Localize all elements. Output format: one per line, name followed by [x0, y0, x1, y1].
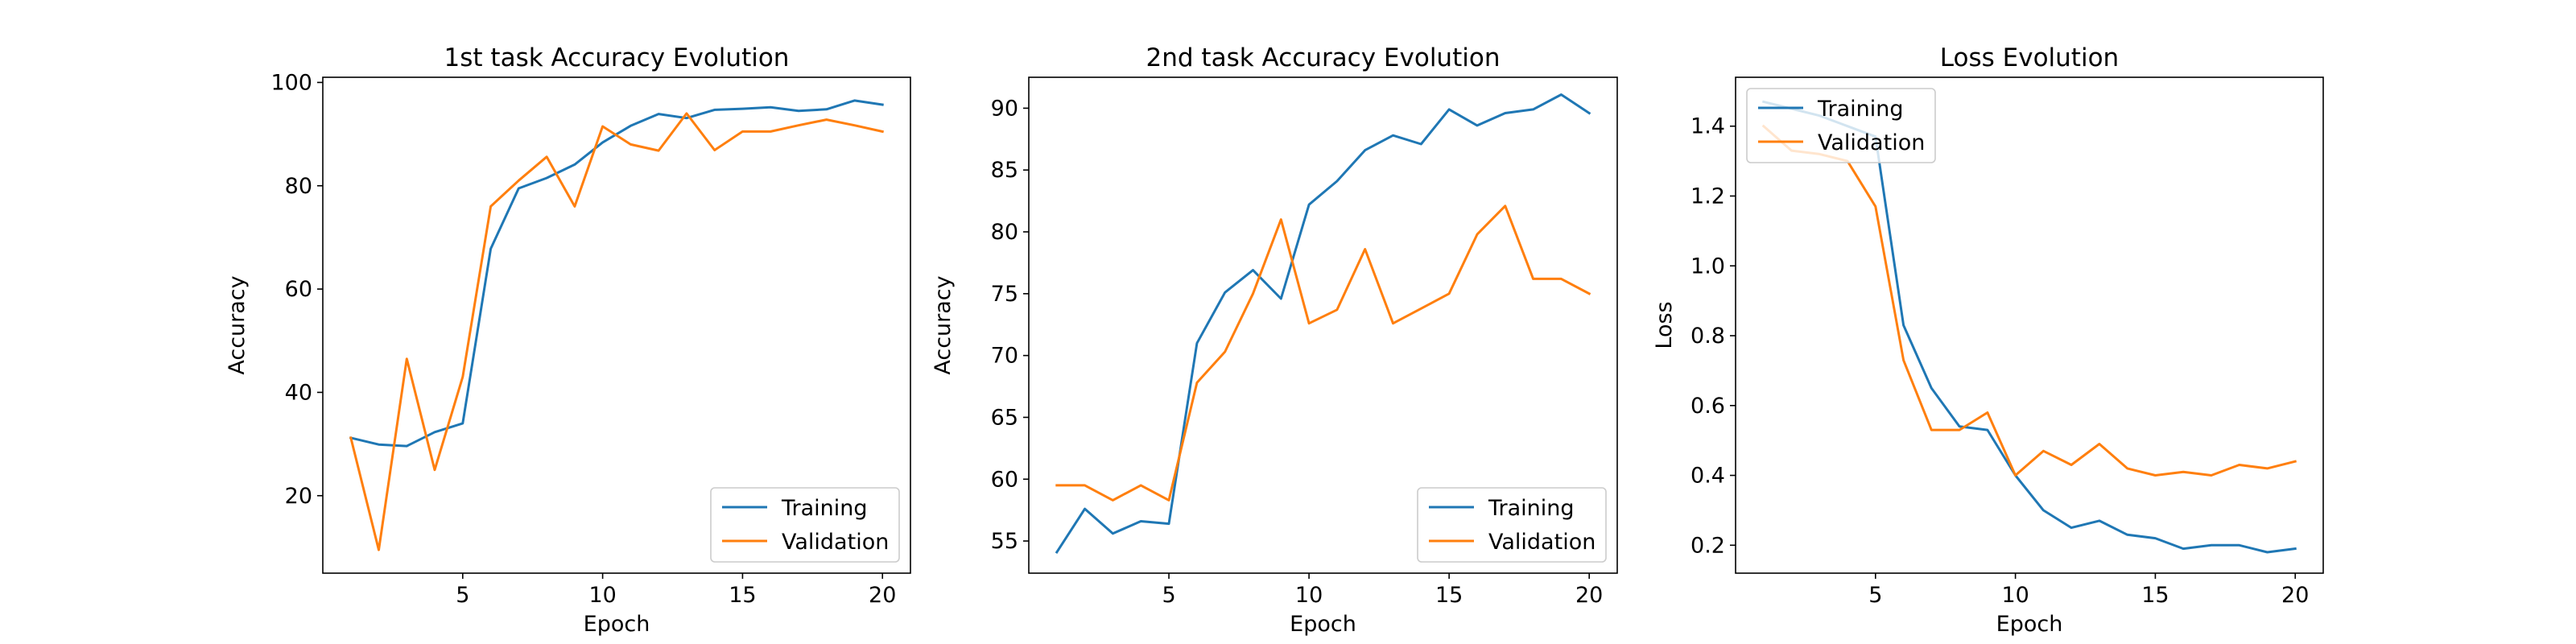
- legend-label-validation: Validation: [1818, 130, 1925, 155]
- y-axis-label: Loss: [1652, 301, 1677, 349]
- x-tick-label: 5: [456, 583, 469, 608]
- x-tick-label: 15: [2141, 583, 2169, 608]
- legend: Training Validation: [1417, 487, 1607, 563]
- axes-frame: [1735, 76, 2324, 574]
- y-tick-label: 60: [285, 277, 312, 302]
- subplot-loss: Loss Evolution 5 10 15 20 0.2 0.4 0.6 0.8 1.0 1.2 1…: [1652, 43, 2324, 637]
- chart-title: 2nd task Accuracy Evolution: [1146, 43, 1501, 72]
- y-tick-label: 0.2: [1690, 533, 1725, 558]
- legend-label-validation: Validation: [1488, 530, 1596, 555]
- axes-frame: [322, 76, 911, 574]
- subplot-task1-accuracy: 1st task Accuracy Evolution 5 10 15 20 20 40 60…: [225, 43, 911, 637]
- x-tick-label: 10: [588, 583, 616, 608]
- series-line-validation: [1761, 124, 2297, 477]
- legend-label-validation: Validation: [782, 530, 889, 555]
- y-tick-label: 0.4: [1690, 464, 1725, 489]
- legend: Training Validation: [710, 487, 900, 563]
- x-axis-label: Epoch: [1996, 612, 2063, 637]
- y-tick-label: 1.4: [1690, 114, 1725, 139]
- chart-title: Loss Evolution: [1940, 43, 2119, 72]
- y-axis-label: Accuracy: [225, 275, 250, 374]
- legend: Training Validation: [1746, 88, 1936, 163]
- legend-label-training: Training: [1488, 496, 1575, 521]
- y-tick-label: 85: [991, 158, 1018, 183]
- x-axis-label: Epoch: [1290, 612, 1356, 637]
- y-tick-label: 0.6: [1690, 394, 1725, 419]
- legend-label-training: Training: [1817, 97, 1904, 122]
- legend-label-training: Training: [781, 496, 868, 521]
- y-axis-label: Accuracy: [931, 275, 956, 374]
- x-tick-label: 10: [1295, 583, 1323, 608]
- y-tick-label: 1.0: [1690, 254, 1725, 279]
- series-line-training: [1761, 100, 2297, 554]
- x-tick-label: 15: [1435, 583, 1463, 608]
- y-tick-label: 80: [285, 174, 312, 199]
- series-line-training: [349, 99, 884, 448]
- x-tick-label: 5: [1162, 583, 1175, 608]
- y-tick-label: 100: [270, 70, 312, 95]
- x-tick-label: 15: [729, 583, 756, 608]
- x-tick-label: 20: [2281, 583, 2309, 608]
- y-tick-label: 80: [991, 220, 1018, 245]
- y-tick-label: 65: [991, 405, 1018, 430]
- axes-frame: [1028, 76, 1618, 574]
- y-tick-label: 90: [991, 96, 1018, 121]
- x-tick-label: 5: [1868, 583, 1882, 608]
- y-tick-label: 0.8: [1690, 324, 1725, 349]
- series-line-validation: [349, 112, 884, 551]
- y-tick-label: 1.2: [1690, 184, 1725, 208]
- series-line-training: [1055, 93, 1591, 554]
- y-tick-label: 20: [285, 484, 312, 509]
- subplot-task2-accuracy: 2nd task Accuracy Evolution 5 10 15 20 55 60 65…: [931, 43, 1618, 637]
- series-line-validation: [1055, 204, 1591, 502]
- y-tick-label: 75: [991, 282, 1018, 307]
- y-tick-label: 60: [991, 467, 1018, 492]
- x-tick-label: 10: [2001, 583, 2029, 608]
- chart-title: 1st task Accuracy Evolution: [444, 43, 790, 72]
- x-tick-label: 20: [1575, 583, 1603, 608]
- x-tick-label: 20: [869, 583, 896, 608]
- x-axis-label: Epoch: [584, 612, 650, 637]
- y-tick-label: 55: [991, 529, 1018, 554]
- y-tick-label: 40: [285, 380, 312, 405]
- y-tick-label: 70: [991, 344, 1018, 369]
